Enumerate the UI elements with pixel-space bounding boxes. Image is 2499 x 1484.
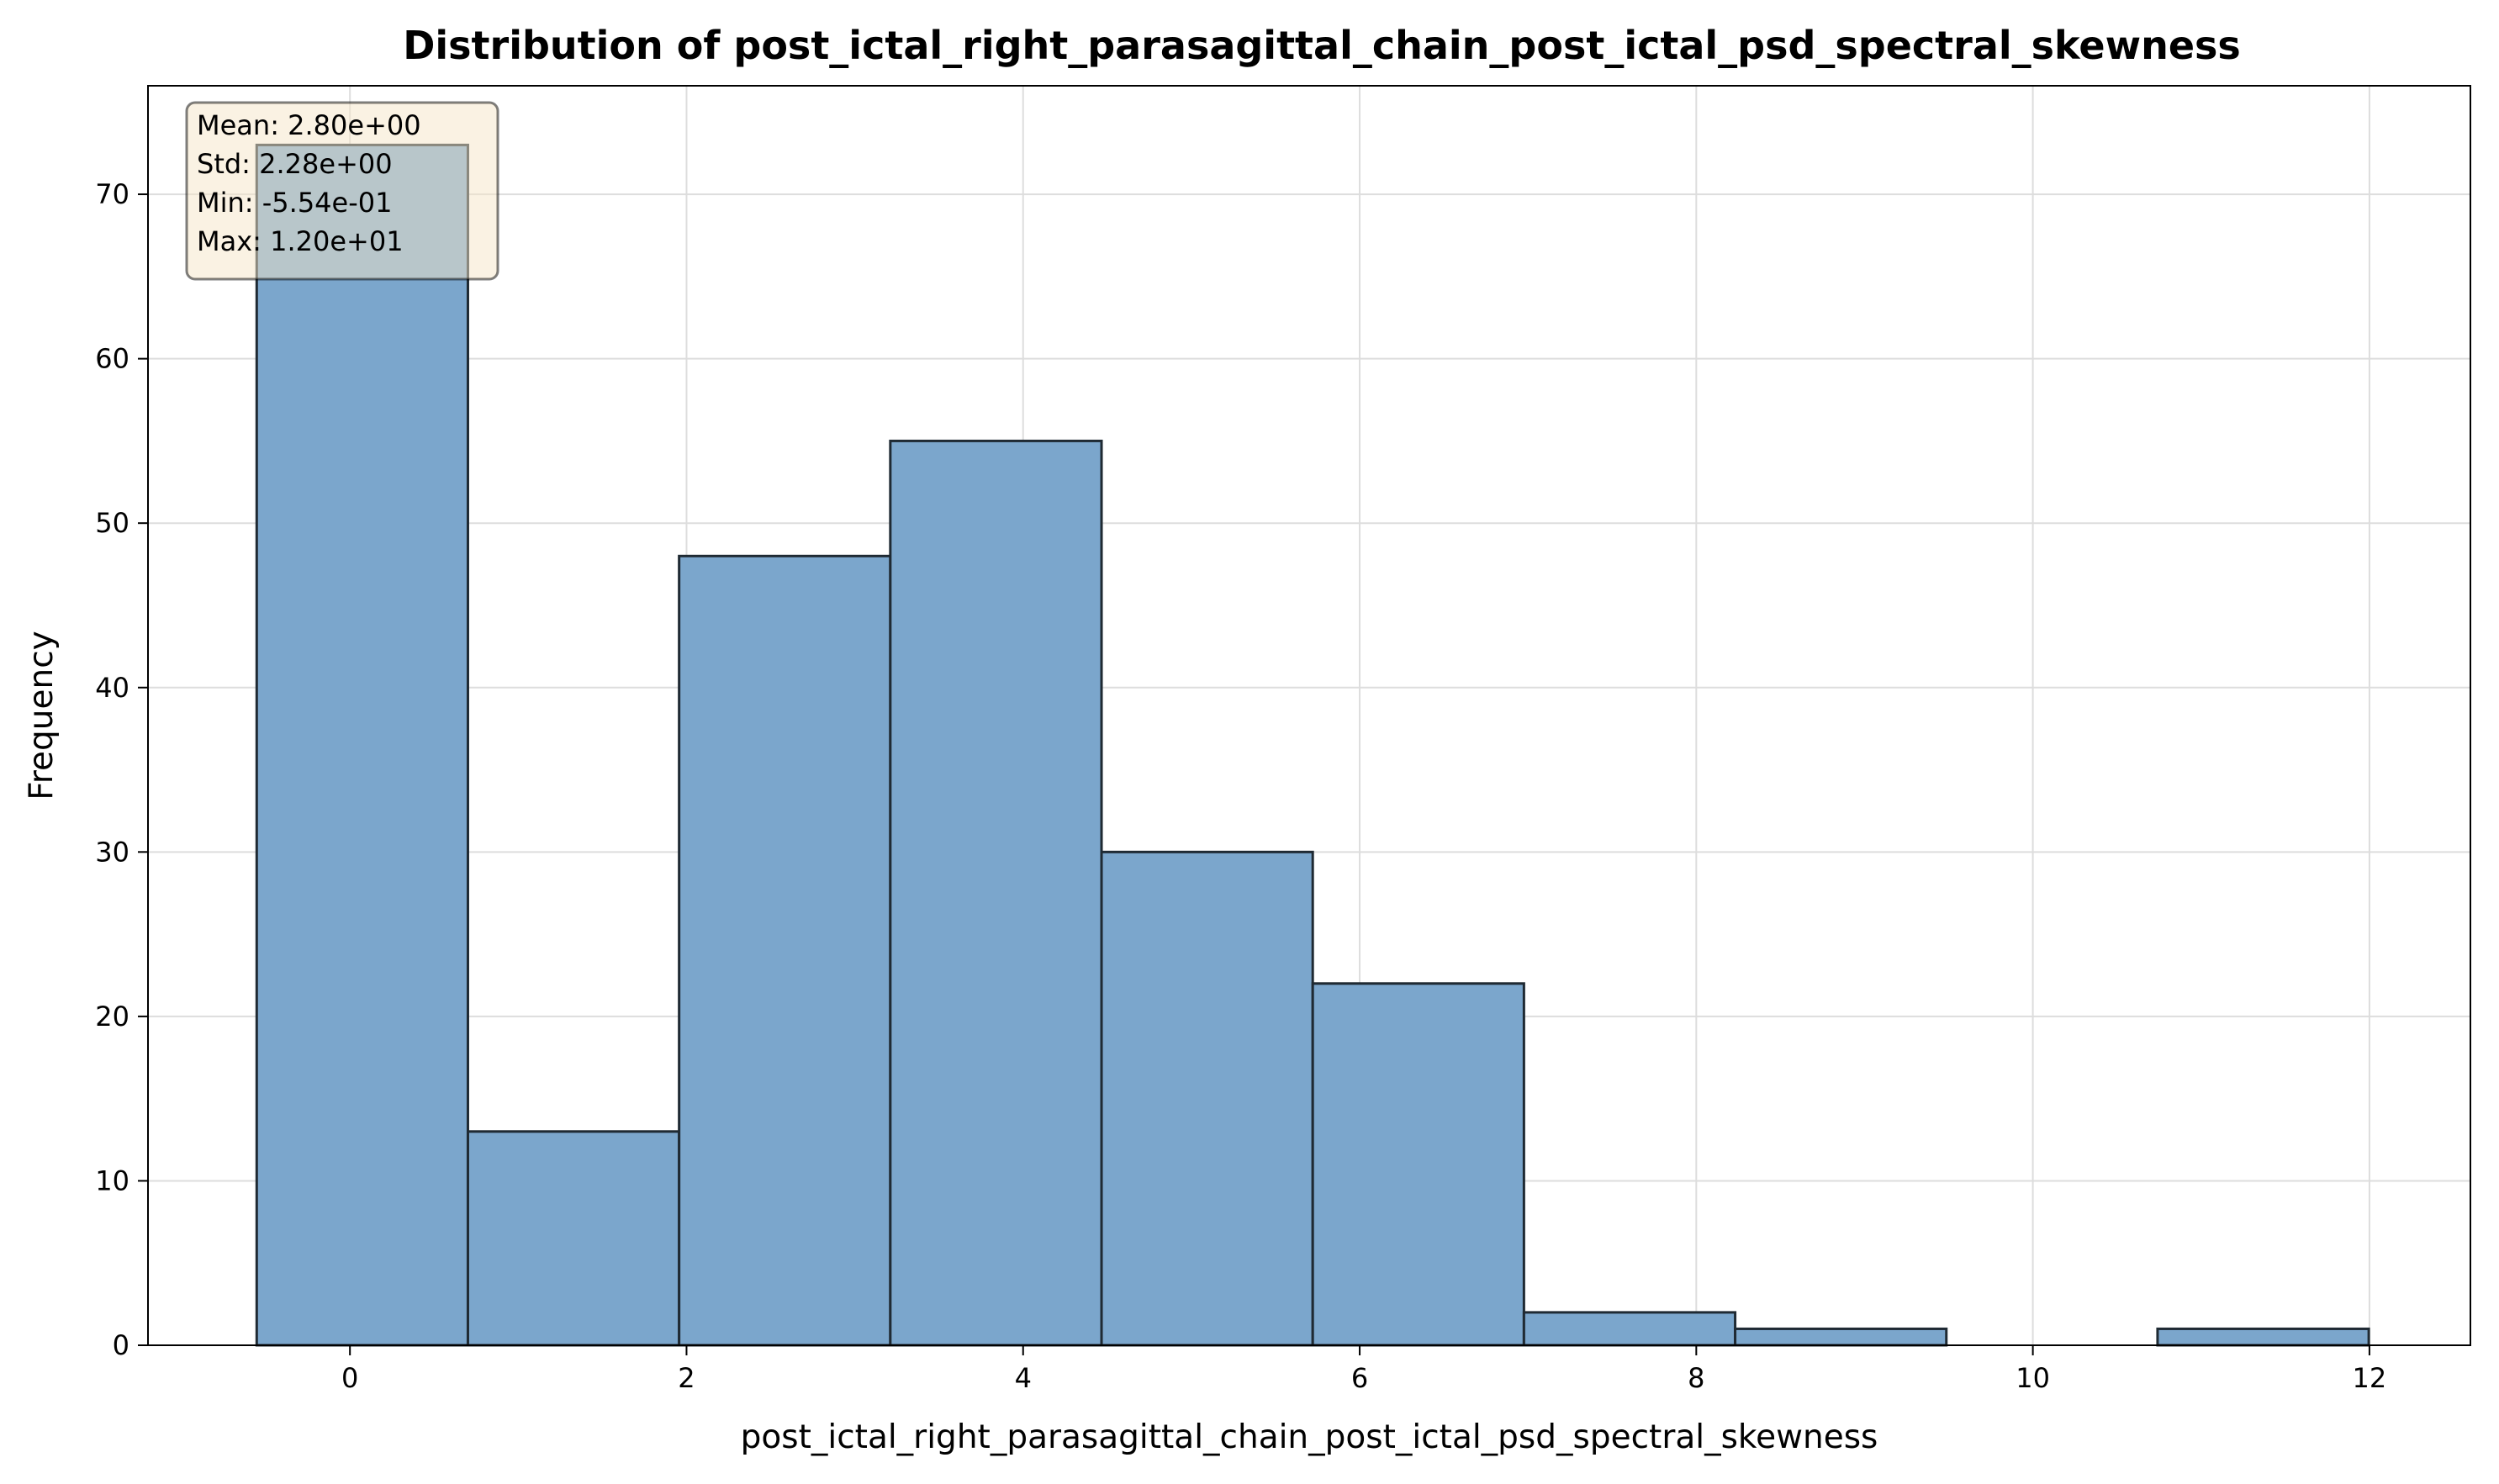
x-tick-label-2: 4 — [1015, 1362, 1032, 1394]
histogram-bar-9 — [2156, 1327, 2370, 1347]
histogram-bar-6 — [1522, 1311, 1737, 1347]
histogram-bar-1 — [466, 1130, 681, 1347]
plot-frame — [147, 85, 2471, 1346]
x-axis-ticks: 0 2 4 6 8 10 12 — [341, 1345, 2386, 1394]
x-tick-label-0: 0 — [341, 1362, 358, 1394]
y-tick-label-0: 0 — [113, 1329, 129, 1361]
y-tick-label-5: 50 — [95, 507, 129, 539]
x-tick-label-3: 6 — [1351, 1362, 1368, 1394]
y-tick-label-7: 70 — [95, 178, 129, 210]
stats-min: Min: -5.54e-01 — [197, 187, 392, 219]
histogram-bars — [255, 143, 2370, 1347]
x-tick-label-6: 12 — [2353, 1362, 2387, 1394]
histogram-bar-0 — [255, 143, 469, 1347]
y-axis-label: Frequency — [23, 631, 61, 800]
y-tick-label-4: 40 — [95, 672, 129, 704]
y-tick-label-3: 30 — [95, 836, 129, 868]
histogram-bar-5 — [1311, 982, 1525, 1347]
grid-lines — [148, 86, 2470, 1346]
stats-box-background — [185, 101, 499, 281]
y-tick-label-2: 20 — [95, 1001, 129, 1032]
x-tick-label-5: 10 — [2016, 1362, 2050, 1394]
x-tick-label-1: 2 — [678, 1362, 695, 1394]
stats-std: Std: 2.28e+00 — [197, 148, 393, 180]
histogram-bar-3 — [889, 439, 1103, 1347]
histogram-bar-4 — [1100, 850, 1314, 1347]
stats-mean: Mean: 2.80e+00 — [197, 109, 421, 141]
chart-title: Distribution of post_ictal_right_parasag… — [403, 23, 2241, 68]
y-tick-label-6: 60 — [95, 343, 129, 375]
stats-box: Mean: 2.80e+00 Std: 2.28e+00 Min: -5.54e… — [185, 101, 499, 281]
x-axis-label: post_ictal_right_parasagittal_chain_post… — [741, 1418, 1878, 1456]
y-axis-ticks: 0 10 20 30 40 50 60 70 — [95, 178, 148, 1361]
x-tick-label-4: 8 — [1688, 1362, 1704, 1394]
histogram-bar-2 — [678, 554, 892, 1347]
histogram-bar-7 — [1734, 1327, 1948, 1347]
stats-max: Max: 1.20e+01 — [197, 225, 404, 257]
y-tick-label-1: 10 — [95, 1164, 129, 1196]
